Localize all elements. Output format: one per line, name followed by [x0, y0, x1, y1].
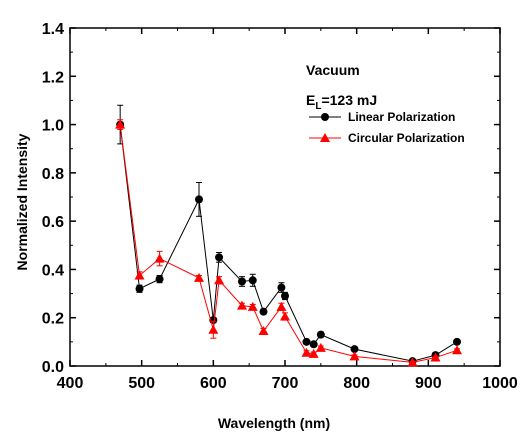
data-point: [155, 275, 164, 284]
ticks: 400 500 600 700 800 900 1000 0.0 0.2 0.4 0.6 0.8 1.0…: [42, 21, 518, 392]
legend-label-linear: Linear Polarization: [348, 110, 455, 124]
x-tick-label: 900: [415, 375, 442, 392]
data-point: [134, 270, 145, 280]
data-point: [316, 330, 325, 339]
x-tick-label: 400: [57, 375, 84, 392]
series-line: [119, 124, 458, 362]
data-point: [280, 311, 290, 321]
y-tick-label: 1.2: [42, 69, 64, 86]
data-point: [276, 301, 287, 311]
legend: Linear Polarization Circular Polarizatio…: [309, 110, 465, 145]
y-tick-label: 0.0: [42, 359, 64, 376]
x-tick-label: 500: [128, 375, 155, 392]
data-point: [430, 352, 441, 362]
data-point: [277, 283, 286, 292]
x-tick-label: 1000: [482, 375, 518, 392]
data-point: [259, 307, 268, 316]
data-point: [315, 342, 326, 352]
y-tick-label: 1.0: [42, 118, 64, 135]
data-point: [349, 351, 360, 361]
data-point: [247, 301, 258, 311]
energy-label: EL=123 mJ: [306, 92, 377, 112]
data-point: [308, 348, 319, 358]
x-tick-label: 800: [343, 375, 370, 392]
data-point: [258, 325, 269, 335]
y-axis-title: Normalized Intensity: [14, 133, 30, 270]
y-tick-label: 0.8: [42, 166, 64, 183]
y-tick-label: 0.4: [42, 262, 64, 279]
legend-marker-linear: [321, 113, 329, 121]
legend-label-circular: Circular Polarization: [348, 131, 465, 145]
series-layer: [115, 104, 462, 367]
data-point: [215, 253, 224, 262]
x-tick-label: 700: [272, 375, 299, 392]
data-point: [214, 275, 225, 285]
data-point: [208, 324, 219, 334]
data-point: [194, 272, 204, 282]
x-axis-title: Wavelength (nm): [218, 415, 330, 431]
data-point: [281, 291, 289, 300]
data-point: [238, 277, 246, 286]
series-1: [115, 119, 462, 367]
data-point: [135, 284, 144, 293]
data-point: [350, 345, 359, 354]
data-point: [248, 276, 257, 285]
condition-label: Vacuum: [306, 62, 360, 78]
data-point: [237, 300, 247, 310]
data-point: [154, 253, 165, 263]
data-point: [195, 195, 203, 204]
y-tick-label: 0.6: [42, 214, 64, 231]
data-point: [453, 337, 461, 346]
data-point: [301, 347, 312, 357]
series-line: [119, 124, 458, 363]
data-point: [407, 357, 418, 367]
y-tick-label: 1.4: [42, 21, 64, 38]
data-point: [452, 345, 462, 355]
y-tick-label: 0.2: [42, 311, 64, 328]
x-tick-label: 600: [200, 375, 227, 392]
data-point: [302, 337, 311, 346]
data-point: [309, 340, 318, 349]
data-point: [115, 119, 126, 129]
annotation: Vacuum EL=123 mJ: [306, 62, 377, 112]
legend-marker-circular: [320, 133, 330, 142]
